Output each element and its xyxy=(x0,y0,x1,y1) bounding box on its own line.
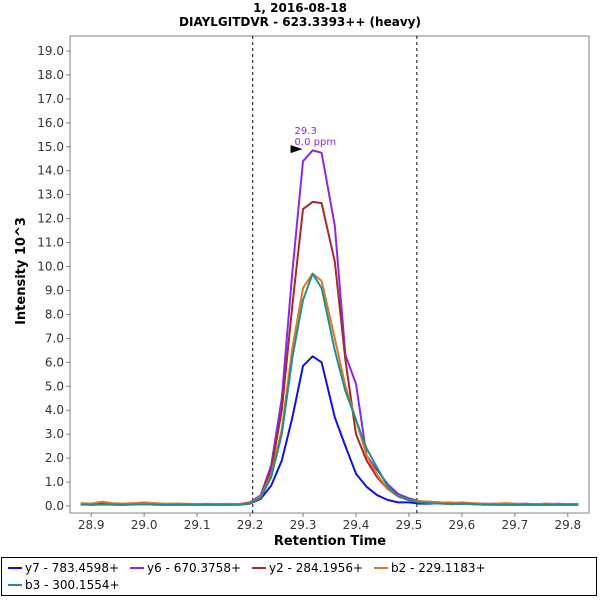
y-tick-label: 3.0 xyxy=(45,427,64,441)
y-tick-label: 9.0 xyxy=(45,283,64,297)
legend-item: y7 - 783.4598+ xyxy=(8,560,119,576)
series-line xyxy=(80,272,579,506)
legend-swatch xyxy=(130,567,144,569)
x-tick-label: 29.5 xyxy=(396,518,423,532)
legend-swatch xyxy=(8,567,22,569)
y-tick-label: 10.0 xyxy=(37,260,64,274)
peak-marker-arrow xyxy=(290,145,303,154)
y-tick-label: 15.0 xyxy=(37,140,64,154)
legend-label: b3 - 300.1554+ xyxy=(25,578,120,592)
chart-title: 1, 2016-08-18 xyxy=(253,1,347,15)
y-tick-label: 4.0 xyxy=(45,403,64,417)
x-tick-label: 29.4 xyxy=(343,518,370,532)
y-tick-label: 1.0 xyxy=(45,475,64,489)
y-tick-label: 5.0 xyxy=(45,379,64,393)
x-tick-label: 29.8 xyxy=(554,518,581,532)
y-tick-label: 16.0 xyxy=(37,116,64,130)
x-axis-label: Retention Time xyxy=(274,534,386,549)
plot-frame xyxy=(69,35,590,514)
series-lines xyxy=(80,149,579,506)
y-tick-label: 18.0 xyxy=(37,68,64,82)
peak-rt-label: 29.3 xyxy=(295,126,317,137)
chart-subtitle: DIAYLGITDVR - 623.3393++ (heavy) xyxy=(179,15,421,29)
series-line xyxy=(80,200,579,506)
legend-item: b3 - 300.1554+ xyxy=(8,577,120,593)
y-tick-label: 17.0 xyxy=(37,92,64,106)
legend-item: y6 - 670.3758+ xyxy=(130,560,241,576)
peak-annotation: 29.30.0 ppm xyxy=(290,126,337,154)
legend-label: y7 - 783.4598+ xyxy=(25,561,120,575)
legend-swatch xyxy=(8,584,22,586)
y-tick-label: 8.0 xyxy=(45,307,64,321)
x-tick-label: 29.1 xyxy=(184,518,211,532)
y-tick-label: 12.0 xyxy=(37,212,64,226)
series-line xyxy=(80,355,579,506)
legend-label: y2 - 284.1956+ xyxy=(269,561,364,575)
axes: 0.0 1.0 2.0 3.0 4.0 5.0 6.0 7.0 8.0 9.0 10.0 11.0 12… xyxy=(37,35,590,532)
legend-swatch xyxy=(374,567,388,569)
y-tick-label: 14.0 xyxy=(37,164,64,178)
legend-label: y6 - 670.3758+ xyxy=(147,561,242,575)
legend-swatch xyxy=(252,567,266,569)
chromatogram-plot[interactable]: 0.0 1.0 2.0 3.0 4.0 5.0 6.0 7.0 8.0 9.0 10.0 11.0 12… xyxy=(0,0,600,555)
peak-ppm-label: 0.0 ppm xyxy=(295,137,337,148)
legend: y7 - 783.4598+ y6 - 670.3758+ y2 - 284.195… xyxy=(1,557,597,596)
legend-label: b2 - 229.1183+ xyxy=(391,561,486,575)
legend-item: b2 - 229.1183+ xyxy=(374,560,486,576)
y-tick-label: 7.0 xyxy=(45,331,64,345)
x-tick-label: 29.6 xyxy=(449,518,476,532)
x-tick-label: 29.0 xyxy=(131,518,158,532)
series-line xyxy=(80,272,579,506)
x-tick-label: 29.2 xyxy=(237,518,264,532)
y-tick-label: 13.0 xyxy=(37,188,64,202)
x-tick-label: 28.9 xyxy=(78,518,105,532)
peak-boundaries xyxy=(252,36,418,513)
y-tick-label: 2.0 xyxy=(45,451,64,465)
y-tick-label: 0.0 xyxy=(45,499,64,513)
x-tick-label: 29.3 xyxy=(290,518,317,532)
y-tick-label: 11.0 xyxy=(37,236,64,250)
y-tick-label: 6.0 xyxy=(45,355,64,369)
y-axis-label: Intensity 10^3 xyxy=(14,217,29,325)
x-tick-label: 29.7 xyxy=(501,518,528,532)
y-tick-label: 19.0 xyxy=(37,44,64,58)
legend-item: y2 - 284.1956+ xyxy=(252,560,363,576)
